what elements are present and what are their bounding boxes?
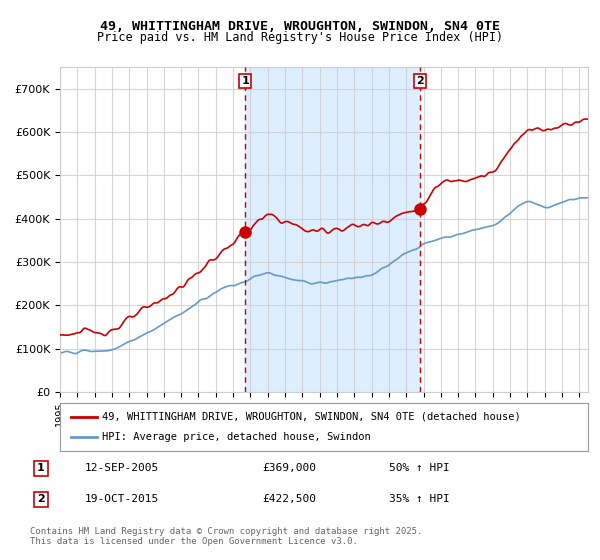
Text: 19-OCT-2015: 19-OCT-2015 <box>85 494 160 505</box>
Text: Price paid vs. HM Land Registry's House Price Index (HPI): Price paid vs. HM Land Registry's House … <box>97 31 503 44</box>
Bar <box>245 67 420 392</box>
Text: 12-SEP-2005: 12-SEP-2005 <box>85 463 160 473</box>
Text: 2: 2 <box>37 494 45 505</box>
Text: 50% ↑ HPI: 50% ↑ HPI <box>389 463 449 473</box>
Text: 1: 1 <box>241 76 249 86</box>
Text: 49, WHITTINGHAM DRIVE, WROUGHTON, SWINDON, SN4 0TE (detached house): 49, WHITTINGHAM DRIVE, WROUGHTON, SWINDO… <box>102 412 521 422</box>
Text: HPI: Average price, detached house, Swindon: HPI: Average price, detached house, Swin… <box>102 432 371 442</box>
Text: Contains HM Land Registry data © Crown copyright and database right 2025.
This d: Contains HM Land Registry data © Crown c… <box>30 526 422 546</box>
Text: 49, WHITTINGHAM DRIVE, WROUGHTON, SWINDON, SN4 0TE: 49, WHITTINGHAM DRIVE, WROUGHTON, SWINDO… <box>100 20 500 32</box>
Text: £422,500: £422,500 <box>262 494 316 505</box>
Text: £369,000: £369,000 <box>262 463 316 473</box>
Text: 35% ↑ HPI: 35% ↑ HPI <box>389 494 449 505</box>
Text: 1: 1 <box>37 463 45 473</box>
Text: 2: 2 <box>416 76 424 86</box>
